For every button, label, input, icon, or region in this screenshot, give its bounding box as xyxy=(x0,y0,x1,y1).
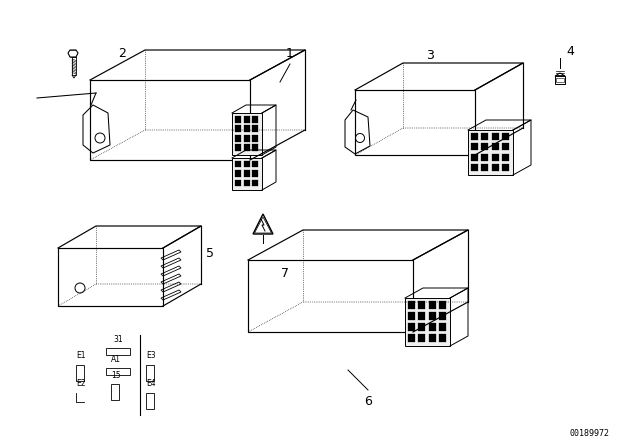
Bar xyxy=(252,125,259,132)
Polygon shape xyxy=(405,298,450,346)
Bar xyxy=(555,76,565,84)
Bar xyxy=(439,334,446,342)
Bar xyxy=(235,125,241,132)
Bar xyxy=(252,180,259,186)
Bar xyxy=(492,133,499,140)
Bar xyxy=(502,143,509,151)
Polygon shape xyxy=(232,158,262,190)
Bar xyxy=(429,312,436,320)
Bar xyxy=(471,133,478,140)
Bar xyxy=(106,348,130,355)
Text: 3: 3 xyxy=(426,49,434,62)
Bar xyxy=(244,180,250,186)
Bar xyxy=(244,116,250,123)
Bar xyxy=(419,334,426,342)
Text: 15: 15 xyxy=(111,371,120,380)
Bar xyxy=(439,312,446,320)
Bar xyxy=(419,312,426,320)
Polygon shape xyxy=(468,130,513,175)
Bar xyxy=(471,143,478,151)
Bar xyxy=(244,144,250,151)
Text: E4: E4 xyxy=(146,379,156,388)
Bar xyxy=(252,135,259,142)
Text: 7: 7 xyxy=(281,267,289,280)
Bar xyxy=(502,164,509,171)
Text: 00189972: 00189972 xyxy=(570,429,610,438)
Bar xyxy=(252,161,259,168)
Text: E3: E3 xyxy=(146,351,156,360)
Bar xyxy=(408,312,415,320)
Polygon shape xyxy=(232,113,262,155)
Bar xyxy=(72,57,76,75)
Bar xyxy=(471,164,478,171)
Bar xyxy=(419,323,426,331)
Bar xyxy=(439,323,446,331)
Bar xyxy=(111,384,119,400)
Bar xyxy=(235,135,241,142)
Text: 2: 2 xyxy=(118,47,126,60)
Bar xyxy=(556,78,564,82)
Bar xyxy=(429,301,436,309)
Bar xyxy=(481,133,488,140)
Bar xyxy=(76,365,84,381)
Bar xyxy=(235,170,241,177)
Text: 6: 6 xyxy=(364,395,372,408)
Bar xyxy=(244,125,250,132)
Bar xyxy=(252,116,259,123)
Bar xyxy=(235,116,241,123)
Bar xyxy=(492,143,499,151)
Bar xyxy=(244,170,250,177)
Bar xyxy=(408,334,415,342)
Bar xyxy=(439,301,446,309)
Bar xyxy=(146,365,154,381)
Bar xyxy=(244,161,250,168)
Bar xyxy=(419,301,426,309)
Bar xyxy=(481,154,488,161)
Bar xyxy=(244,135,250,142)
Bar xyxy=(408,323,415,331)
Bar xyxy=(481,143,488,151)
Text: E2: E2 xyxy=(76,379,86,388)
Bar xyxy=(429,334,436,342)
Bar xyxy=(106,368,130,375)
Text: 31: 31 xyxy=(113,335,123,344)
Bar xyxy=(146,393,154,409)
Bar xyxy=(235,161,241,168)
Bar xyxy=(502,154,509,161)
Text: E1: E1 xyxy=(76,351,86,360)
Text: A1: A1 xyxy=(111,355,121,364)
Bar xyxy=(429,323,436,331)
Bar xyxy=(235,180,241,186)
Bar xyxy=(252,170,259,177)
Text: 1: 1 xyxy=(286,47,294,60)
Bar xyxy=(492,164,499,171)
Bar xyxy=(481,164,488,171)
Bar xyxy=(502,133,509,140)
Bar xyxy=(492,154,499,161)
Bar xyxy=(471,154,478,161)
Bar xyxy=(408,301,415,309)
Bar xyxy=(235,144,241,151)
Text: 4: 4 xyxy=(566,45,574,58)
Text: 5: 5 xyxy=(206,247,214,260)
Bar xyxy=(252,144,259,151)
